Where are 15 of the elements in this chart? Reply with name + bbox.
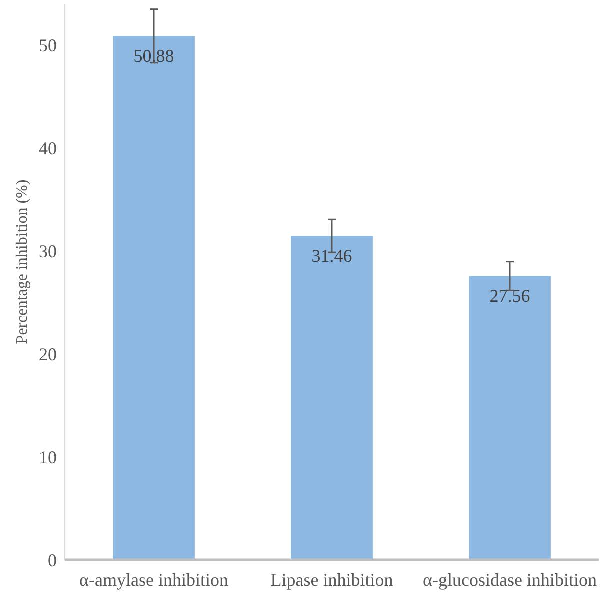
y-tick-label: 30 [39,241,57,262]
y-tick-label: 0 [48,550,57,570]
bar [291,236,373,560]
data-label: 31.46 [312,246,352,266]
y-tick-label: 10 [39,447,57,468]
bar [469,276,551,560]
y-tick-label: 40 [39,138,57,158]
bar [113,36,195,560]
x-tick-label: α-glucosidase inhibition [423,570,597,590]
y-tick-label: 50 [39,35,57,56]
y-axis-title: Percentage inhibition (%) [14,180,31,344]
x-tick-label: α-amylase inhibition [80,570,228,590]
data-label: 27.56 [490,286,530,306]
y-tick-label: 20 [39,344,57,364]
x-tick-label: Lipase inhibition [270,570,394,590]
